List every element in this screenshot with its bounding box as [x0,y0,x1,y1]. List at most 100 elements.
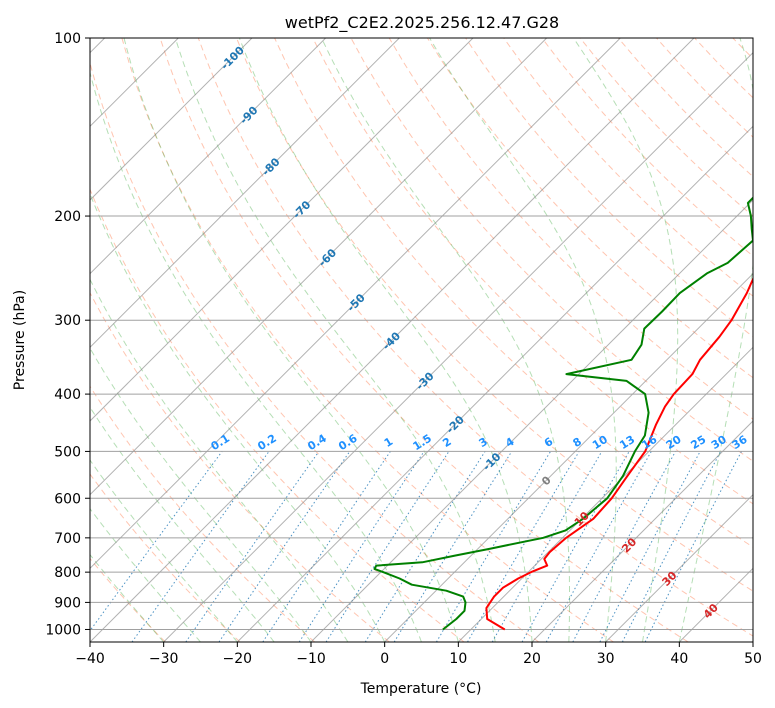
dry-adiabat [90,473,241,642]
reference-lines [90,38,753,642]
isotherm [163,51,753,642]
isotherm [605,493,753,642]
y-tick-label: 500 [54,444,81,460]
moist-adiabat [429,38,617,642]
moist-adiabat [123,38,459,642]
isotherm [457,346,753,642]
plot-frame [89,37,754,643]
y-tick-label: 600 [54,491,81,507]
mixing-ratio-line [298,451,425,642]
mixing-ratio-label: 20 [664,433,684,452]
temperature-profile-line [485,276,753,631]
isotherm [752,641,753,642]
moist-adiabat [90,553,165,642]
dry-adiabat [694,38,753,99]
dry-adiabat [159,38,689,642]
mixing-ratio-line [599,451,701,642]
isotherm [90,38,327,275]
y-tick-label: 300 [54,313,81,329]
isotherm [90,38,253,201]
mixing-ratio-label: 13 [617,433,637,452]
series-layer [373,196,753,631]
mixing-ratio-line [185,451,320,642]
dry-adiabat [350,38,753,462]
mixing-ratio-line [435,451,552,642]
isotherm [90,38,474,422]
isotherm [236,125,753,642]
x-tick-label: 50 [744,651,762,667]
mixing-ratio-line [644,451,742,642]
mixing-ratio-label: 8 [571,435,584,450]
moist-adiabat [678,38,753,642]
y-tick-label: 200 [54,209,81,225]
dry-adiabat [503,38,753,297]
x-tick-label: 40 [670,651,688,667]
mixing-ratio-line [218,451,351,642]
mixing-ratio-label: 36 [730,433,750,452]
dry-adiabat [732,38,753,60]
dry-adiabat [465,38,753,338]
moist-adiabat [90,406,275,642]
moist-adiabat [90,507,201,642]
x-tick-label: 30 [597,651,615,667]
isotherm [310,199,753,642]
isotherm [90,38,621,570]
mixing-ratio-label: 0.4 [305,432,329,454]
dry-adiabat [90,385,316,642]
y-tick-label: 700 [54,531,81,547]
dry-adiabat [236,38,753,592]
mixing-ratio-label: 0.1 [209,432,232,453]
dry-adiabat [121,38,614,642]
moist-adiabat [573,38,679,642]
dry-adiabat [312,38,753,505]
y-tick-label: 1000 [45,622,81,638]
isotherm [531,420,753,642]
mixing-ratio-label: 2 [440,435,453,450]
contour-labels: 0.1 0.2 0.4 0.6 1 1.5 2 3 4 6 8 10 13 16 20 25 30 36-100-… [209,44,750,622]
moist-adiabat [321,38,571,642]
x-axis-label: Temperature (°C) [360,681,482,697]
moist-adiabat [90,278,349,642]
y-axis-label: Pressure (hPa) [12,290,28,390]
mixing-ratio-line [521,451,630,642]
moist-adiabat [90,347,312,642]
moist-adiabat [174,38,496,642]
moist-adiabat [90,192,386,642]
mixing-ratio-label: 25 [688,433,708,452]
x-tick-label: 10 [449,651,467,667]
mixing-ratio-line [364,451,486,642]
dry-adiabat [90,188,465,642]
x-tick-label: −30 [149,651,179,667]
isotherm [90,38,695,642]
x-tick-label: −20 [223,651,253,667]
mixing-ratio-line [262,451,391,642]
chart-title: wetPf2_C2E2.2025.256.12.47.G28 [285,13,559,33]
moist-adiabat [90,459,238,642]
isotherm [384,272,753,642]
x-tick-label: −40 [75,651,105,667]
mixing-ratio-line [325,451,450,642]
mixing-ratio-label: 16 [639,433,659,452]
y-tick-label: 800 [54,565,81,581]
axes: −40 −30 −20 −10 0 10 20 30 40 50 1000 900 800 700 600 5… [45,31,762,667]
x-tick-label: 0 [380,651,389,667]
dry-adiabat [274,38,753,548]
mixing-ratio-line [90,451,223,632]
dry-adiabat [388,38,753,420]
dry-adiabat [541,38,753,257]
isotherm [90,38,548,496]
x-tick-label: 20 [523,651,541,667]
dry-adiabat [90,61,540,642]
isotherm [678,567,753,642]
mixing-ratio-label: 30 [709,433,729,452]
mixing-ratio-label: 0.2 [255,432,278,453]
y-tick-label: 400 [54,387,81,403]
mixing-ratio-label: 3 [477,435,490,450]
mixing-ratio-line [572,451,676,642]
mixing-ratio-line [545,451,652,642]
y-tick-label: 900 [54,595,81,611]
mixing-ratio-line [621,451,722,642]
dry-adiabat [90,291,390,642]
mixing-ratio-label: 1 [382,435,395,450]
